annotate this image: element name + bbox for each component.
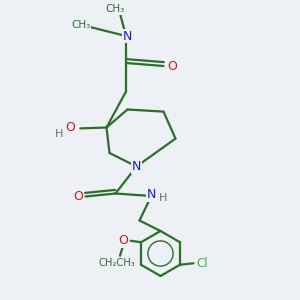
Text: O: O [119, 234, 129, 247]
Text: Cl: Cl [197, 257, 208, 270]
Text: O: O [66, 121, 75, 134]
Text: O: O [73, 190, 83, 203]
Text: N: N [147, 188, 156, 201]
Text: O: O [168, 59, 177, 73]
Text: CH₃: CH₃ [106, 4, 125, 14]
Text: CH₂CH₃: CH₂CH₃ [99, 258, 135, 268]
Text: H: H [55, 129, 63, 139]
Text: N: N [132, 160, 141, 173]
Text: H: H [159, 193, 168, 203]
Text: CH₃: CH₃ [71, 20, 91, 31]
Text: N: N [123, 29, 132, 43]
